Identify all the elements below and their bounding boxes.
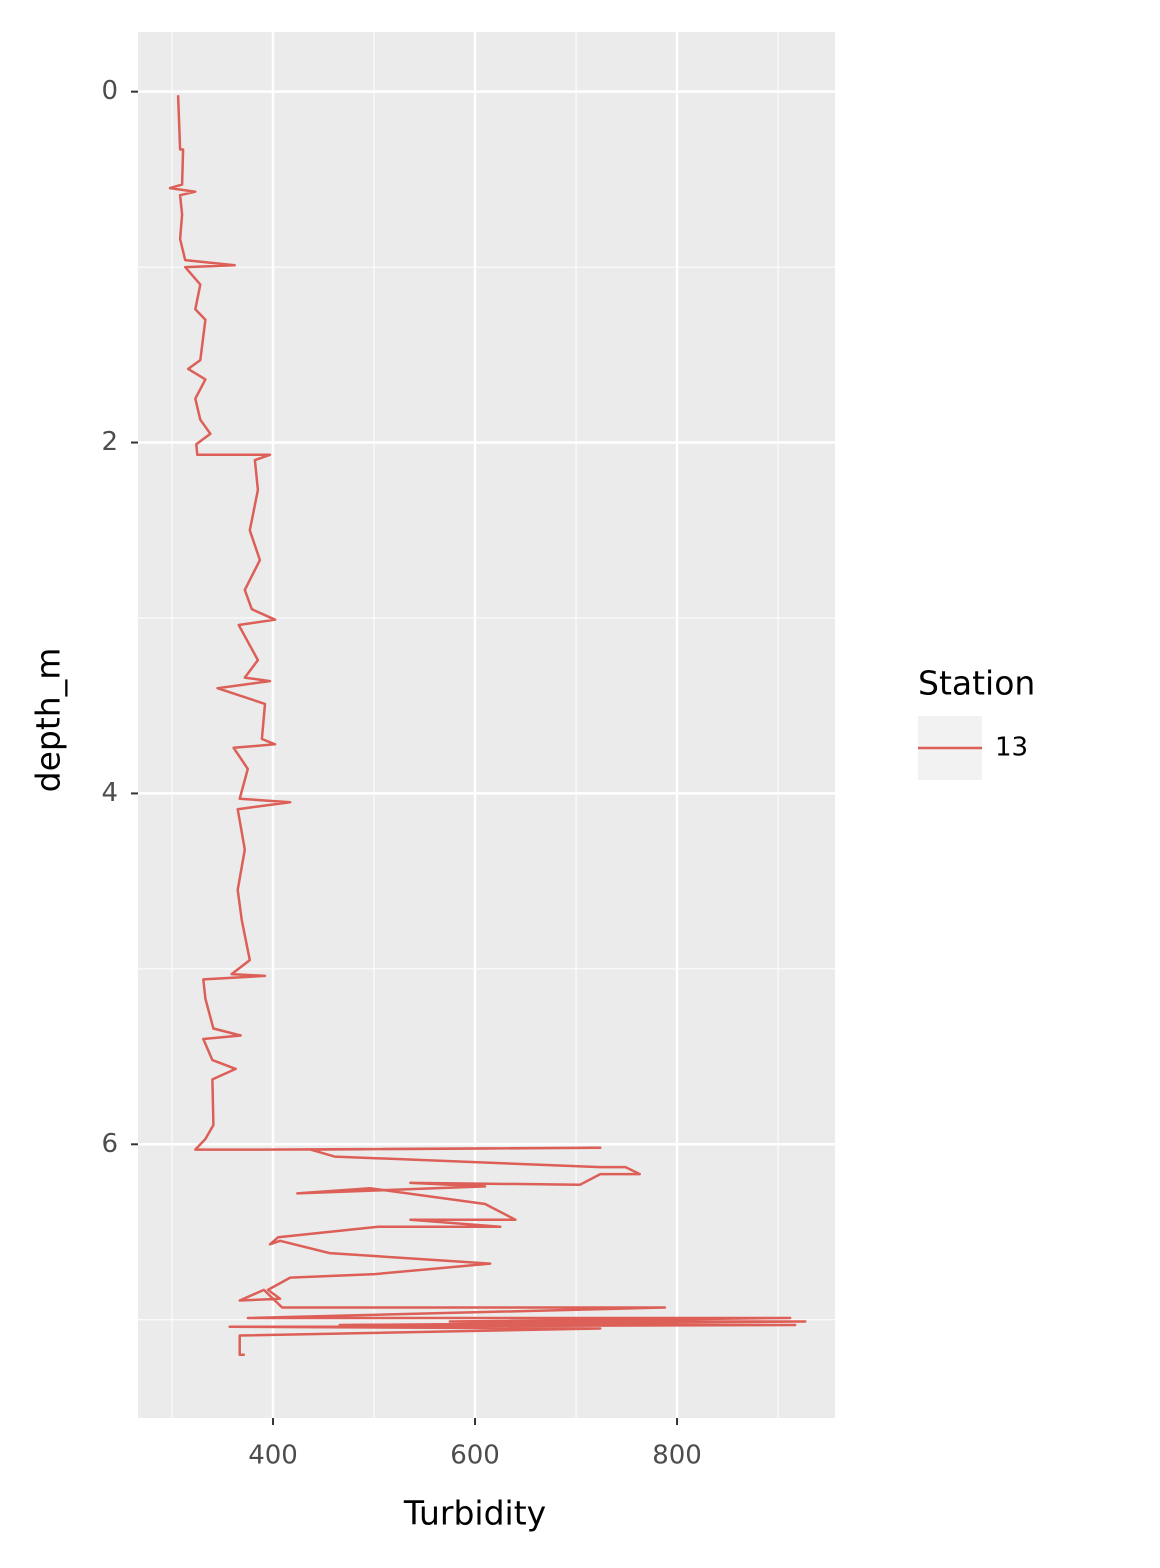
y-axis-title: depth_m (29, 648, 68, 793)
y-tick-label: 4 (101, 778, 118, 808)
data-line (168, 95, 807, 1357)
x-tick-label: 400 (248, 1441, 298, 1471)
x-tick-label: 600 (450, 1441, 500, 1471)
x-axis-title: Turbidity (403, 1494, 546, 1533)
legend: 13 (918, 716, 1028, 780)
legend-label: 13 (995, 733, 1028, 763)
marks (168, 95, 807, 1357)
panel (138, 32, 835, 1418)
x-tick-label: 800 (652, 1441, 702, 1471)
y-tick-label: 2 (101, 427, 118, 457)
legend-title: Station (918, 664, 1035, 703)
y-tick-label: 6 (101, 1129, 118, 1159)
y-tick-label: 0 (101, 76, 118, 106)
